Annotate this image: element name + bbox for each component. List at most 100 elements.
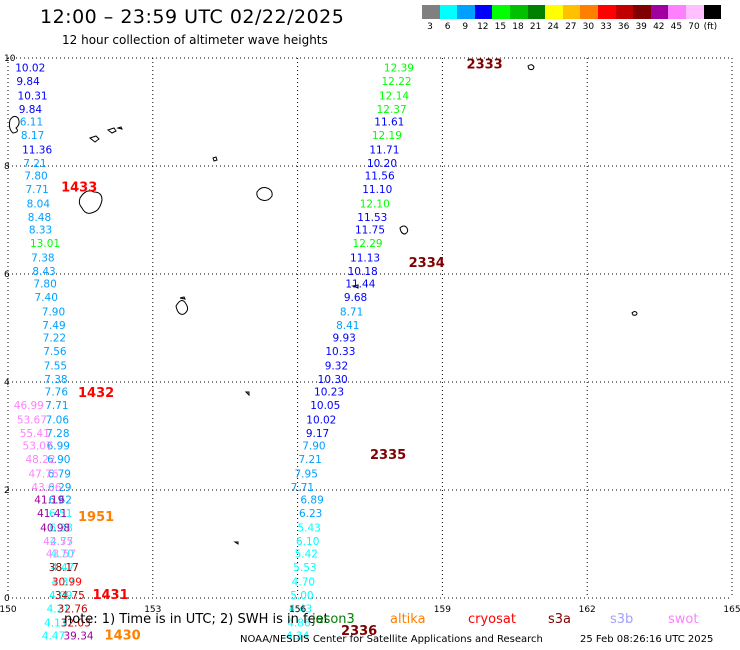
legend-swatch	[650, 5, 669, 19]
wave-height-label: 10.30	[318, 374, 348, 386]
wave-height-label: 47.76	[28, 468, 58, 480]
satellite-name: cryosat	[468, 612, 516, 627]
island-outline	[212, 156, 218, 162]
wave-height-label: 7.55	[44, 360, 67, 372]
wave-height-label: 11.44	[345, 279, 375, 291]
legend-swatch	[668, 5, 686, 19]
island-outline	[631, 311, 638, 316]
pass-time-label: 1430	[105, 628, 141, 643]
lat-tick-label: 8	[4, 162, 10, 172]
lon-tick-label: 165	[723, 605, 740, 615]
wave-height-label: 6.29	[48, 482, 71, 494]
wave-height-label: 7.95	[295, 468, 318, 480]
wave-height-label: 11.10	[362, 184, 392, 196]
wave-height-label: 4.37	[51, 576, 74, 588]
wave-height-label: 9.68	[344, 292, 367, 304]
satellite-name: s3a	[548, 612, 572, 627]
wave-height-label: 6.62	[49, 495, 72, 507]
legend-label: 21	[529, 22, 542, 32]
wave-height-label: 7.21	[298, 454, 321, 466]
wave-height-label: 32.03	[61, 617, 91, 629]
wave-height-label: 7.80	[33, 279, 56, 291]
wave-height-label: 4.11	[44, 617, 67, 629]
wave-height-label: 9.17	[306, 428, 329, 440]
wave-height-label: 42.55	[43, 536, 73, 548]
pass-time-label: 1431	[92, 588, 128, 603]
wave-height-label: 8.48	[28, 212, 51, 224]
legend-label: 3	[427, 22, 433, 32]
legend-label: 12	[477, 22, 489, 32]
lat-tick-label: 10	[4, 54, 16, 64]
wave-height-label: 12.10	[360, 198, 390, 210]
wave-height-label: 4.86	[287, 617, 311, 629]
legend-swatch	[422, 5, 440, 19]
wave-height-label: 7.71	[25, 184, 48, 196]
wave-height-label: 5.00	[290, 590, 313, 602]
island-outline	[399, 225, 409, 235]
wave-height-label: 10.02	[306, 414, 336, 426]
wave-height-label: 6.23	[299, 508, 322, 520]
lon-tick-label: 150	[0, 605, 17, 615]
wave-height-label: 11.36	[22, 144, 52, 156]
pass-time-labels: 1433 1432 1431 1951 1430 2333 2334 2335 2336	[61, 57, 503, 643]
wave-height-label: 7.22	[43, 333, 66, 345]
wave-height-label: 10.20	[367, 158, 397, 170]
wave-height-label: 32.76	[58, 603, 88, 615]
wave-height-label: 10.05	[310, 400, 340, 412]
legend-label: 24	[547, 22, 559, 32]
wave-height-label: 12.14	[379, 90, 409, 102]
map-grid	[7, 57, 733, 599]
wave-height-label: 40.98	[40, 522, 70, 534]
wave-height-label: 4.21	[47, 603, 70, 615]
satellite-name: altika	[390, 612, 426, 627]
lat-tick-label: 6	[4, 270, 10, 280]
wave-height-label: 53.07	[23, 441, 53, 453]
wave-height-label: 12.29	[353, 238, 383, 250]
wave-height-label: 6.10	[296, 536, 319, 548]
lat-tick-label: 4	[4, 378, 10, 388]
wave-height-label: 6.11	[20, 117, 43, 129]
wave-height-label: 10.02	[15, 63, 45, 75]
wave-height-label: 8.17	[21, 130, 44, 142]
pass-time-label: 2333	[467, 57, 503, 72]
page-title: 12:00 – 23:59 UTC 02/22/2025	[40, 6, 345, 28]
wave-height-label: 43.06	[31, 482, 61, 494]
legend-label: 45	[670, 22, 683, 32]
island-outline	[88, 135, 100, 143]
wave-height-label: 6.38	[50, 522, 73, 534]
island-outline	[256, 187, 273, 201]
wave-height-label: 7.06	[46, 414, 70, 426]
legend-label: 18	[512, 22, 524, 32]
island-outline	[527, 64, 535, 71]
wave-height-label: 5.42	[295, 549, 318, 561]
wave-height-label: 12.19	[372, 130, 402, 142]
wave-height-label: 10.18	[348, 266, 378, 278]
wave-height-label: 9.93	[332, 333, 355, 345]
wave-height-label: 30.99	[52, 576, 82, 588]
wave-height-label: 13.01	[30, 238, 60, 250]
wave-height-label: 7.80	[24, 171, 47, 183]
wave-height-label: 12.22	[382, 76, 412, 88]
legend-swatch	[545, 5, 563, 19]
wave-height-label: 5.43	[297, 522, 320, 534]
wave-height-label: 6.89	[300, 495, 323, 507]
lon-tick-label: 153	[144, 605, 161, 615]
satellite-name: s3b	[610, 612, 634, 627]
legend-swatch	[598, 5, 616, 19]
wave-height-label: 46.99	[14, 400, 44, 412]
wave-height-label: 7.71	[45, 400, 68, 412]
wave-height-label: 7.76	[45, 387, 69, 399]
pass-time-label: 1951	[78, 510, 114, 525]
legend-swatch	[633, 5, 651, 19]
wave-height-label: 8.04	[27, 198, 51, 210]
footer-note: note: 1) Time is in UTC; 2) SWH is in fe…	[64, 612, 329, 627]
pass-time-label: 2336	[341, 624, 377, 639]
pass-time-label: 2334	[409, 256, 445, 271]
legend-label: 30	[582, 22, 595, 32]
wave-height-label: 6.90	[47, 454, 70, 466]
wave-height-label: 10.23	[314, 387, 344, 399]
wave-height-label: 41.19	[34, 495, 64, 507]
wave-height-label: 4.34	[286, 630, 310, 642]
wave-height-label: 4.70	[50, 549, 73, 561]
wave-height-label: 41.41	[37, 508, 67, 520]
